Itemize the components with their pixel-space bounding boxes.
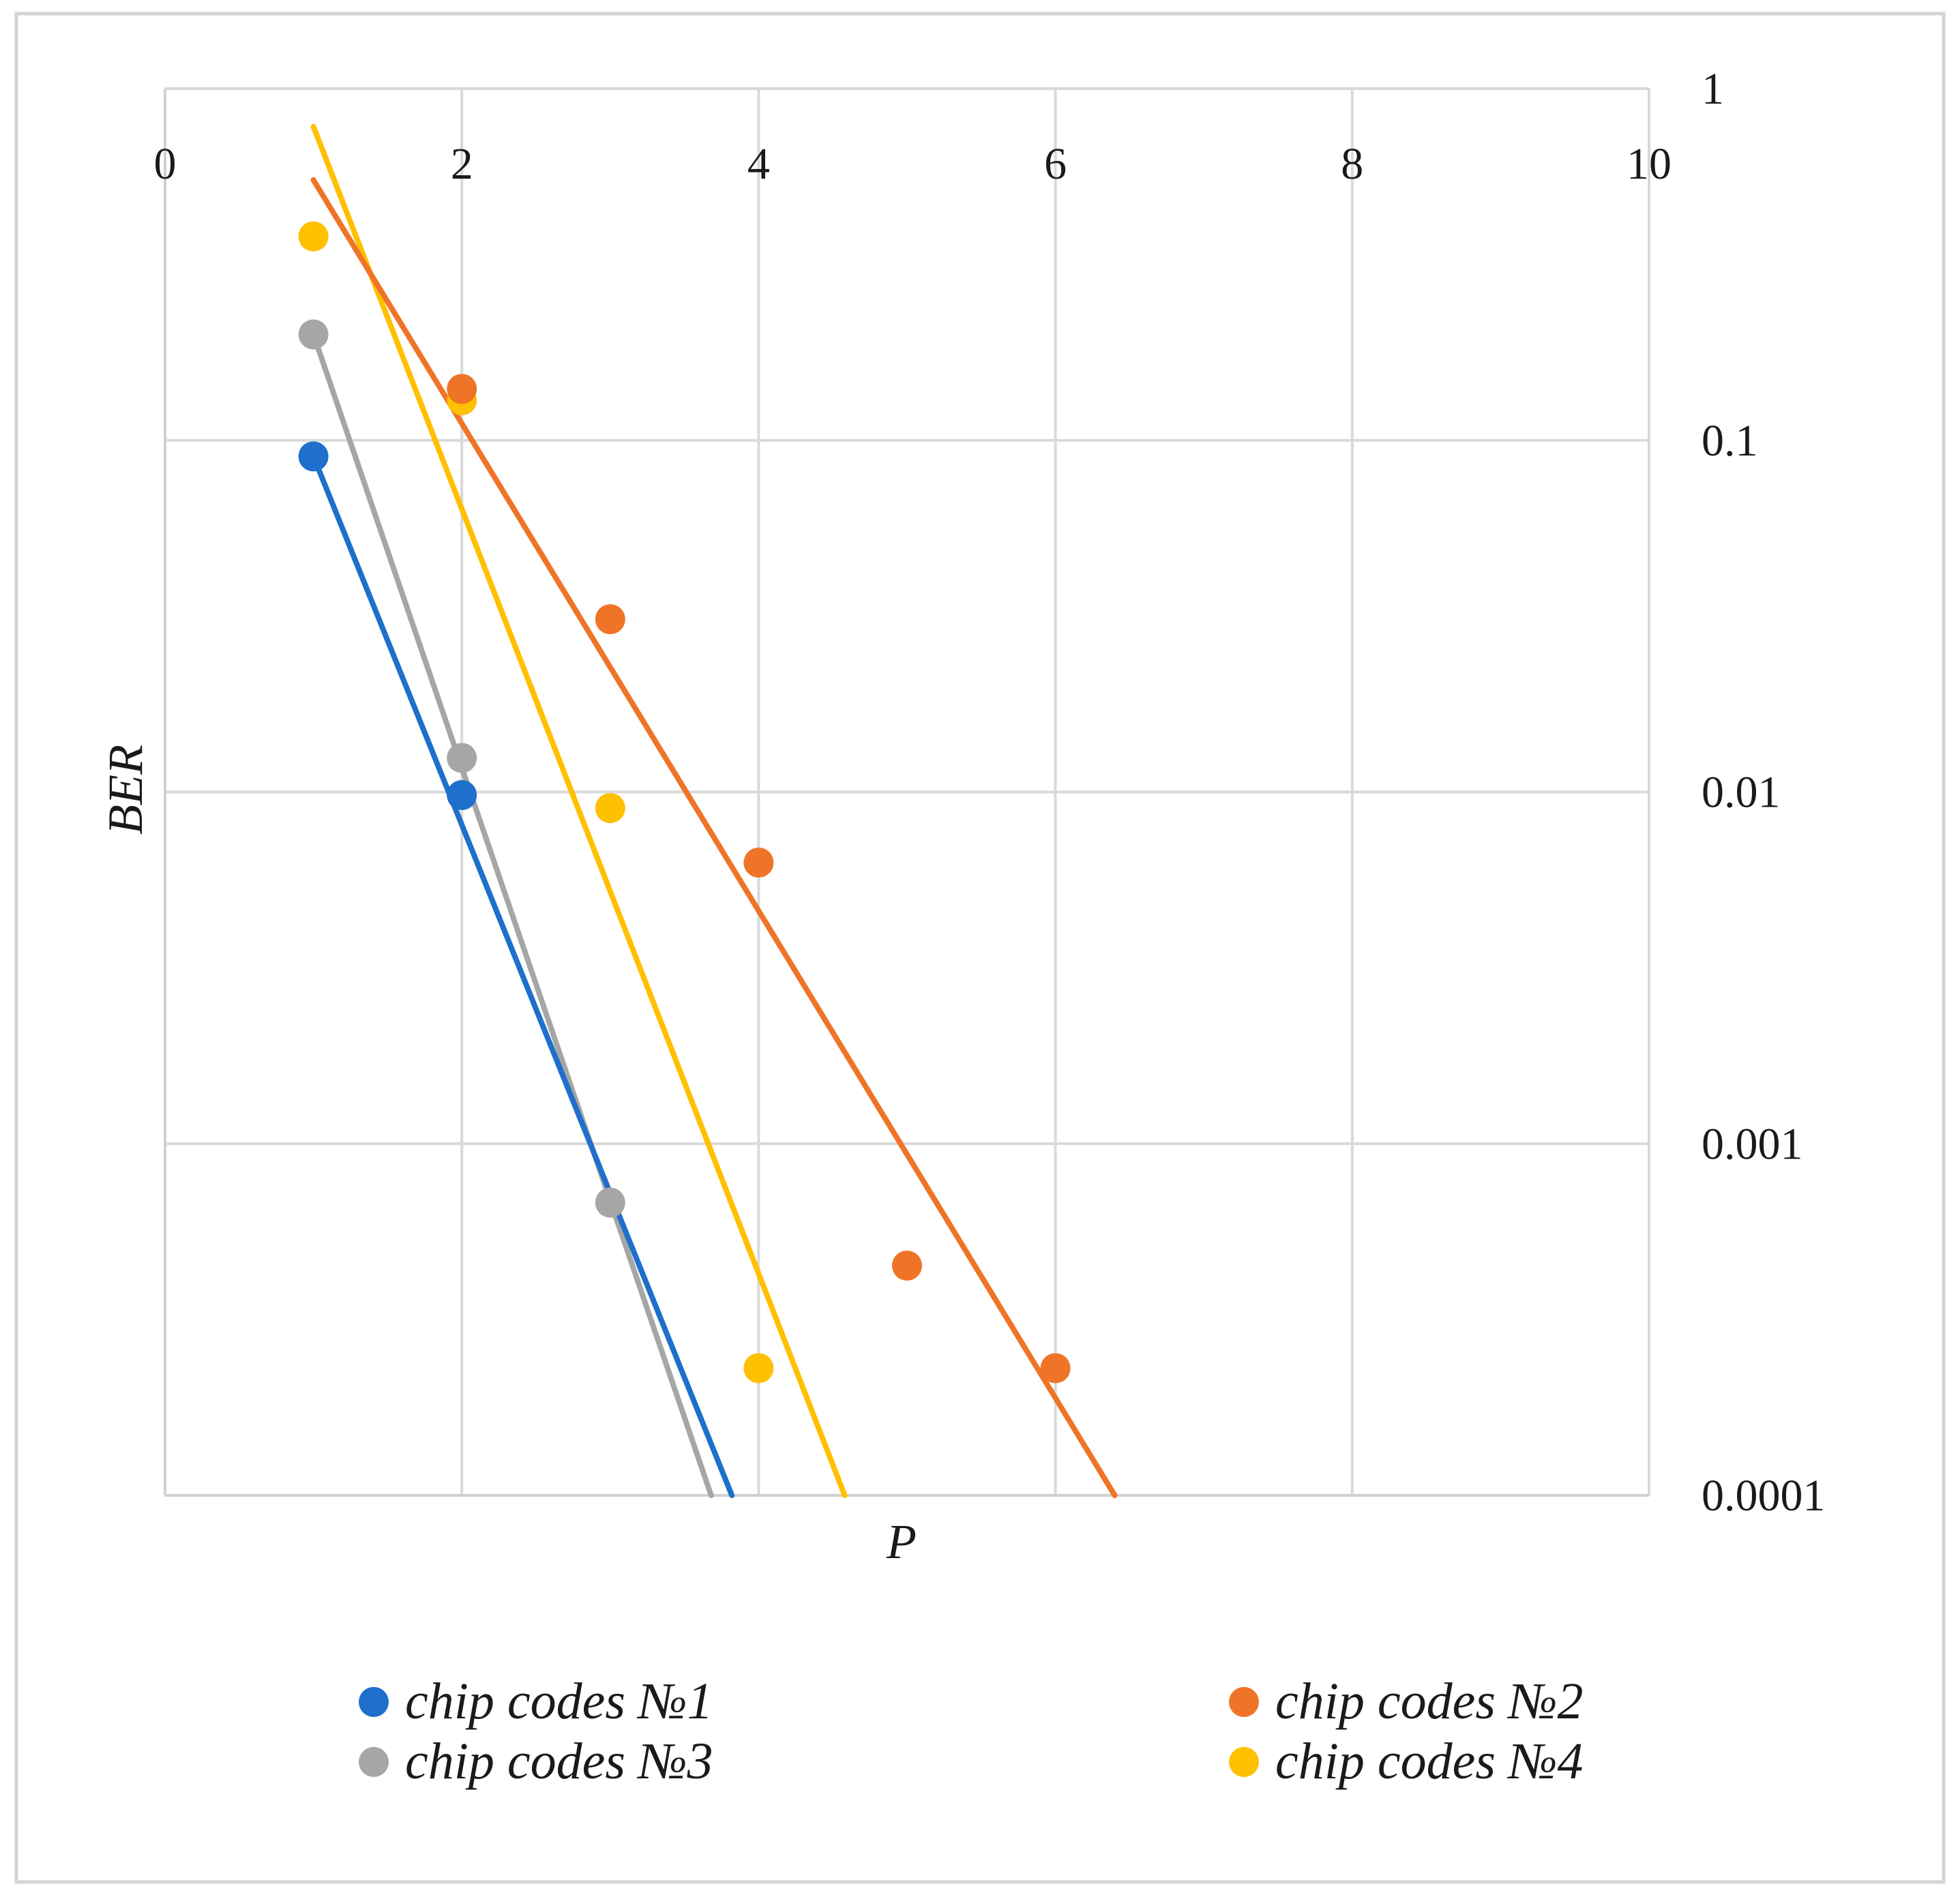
y-axis-title: BER [98, 745, 153, 835]
data-point-series-2 [1040, 1353, 1071, 1384]
data-point-series-3 [447, 743, 477, 773]
y-tick-label: 0.0001 [1702, 1471, 1826, 1521]
legend-marker-2 [1229, 1687, 1259, 1717]
x-axis-title: P [886, 1514, 917, 1569]
data-point-series-2 [447, 374, 477, 404]
chart-frame [14, 12, 1946, 1884]
x-tick-label: 10 [1627, 139, 1672, 189]
data-point-series-4 [595, 793, 625, 824]
data-point-series-2 [892, 1251, 922, 1281]
legend-marker-4 [1229, 1747, 1259, 1777]
legend-label-1: chip codes №1 [405, 1673, 713, 1730]
tick-labels: 0 2 4 6 8 10 1 0.1 0.01 0.001 0.0001 [154, 64, 1826, 1521]
x-tick-label: 8 [1341, 139, 1363, 189]
gridlines [164, 87, 1650, 1497]
y-tick-label: 0.001 [1702, 1119, 1803, 1169]
x-tick-label: 6 [1044, 139, 1067, 189]
legend-label-4: chip codes №4 [1275, 1733, 1584, 1790]
data-point-series-1 [298, 441, 329, 472]
data-point-series-4 [298, 221, 329, 252]
y-tick-label: 0.01 [1702, 768, 1781, 818]
legend: chip codes №1 chip codes №2 chip codes №3 c… [359, 1673, 1584, 1790]
trend-line-1 [310, 453, 735, 1498]
data-point-series-2 [743, 847, 774, 878]
data-point-series-3 [298, 319, 329, 350]
data-points [298, 221, 1071, 1384]
data-point-series-4 [743, 1353, 774, 1384]
y-tick-label: 1 [1702, 64, 1724, 114]
legend-label-2: chip codes №2 [1275, 1673, 1584, 1730]
x-tick-label: 4 [747, 139, 770, 189]
legend-marker-3 [359, 1747, 389, 1777]
x-tick-label: 2 [451, 139, 473, 189]
x-tick-label: 0 [154, 139, 177, 189]
trend-line-3 [310, 331, 714, 1498]
data-point-series-2 [595, 604, 625, 635]
trend-line-4 [310, 123, 848, 1498]
data-point-series-1 [447, 780, 477, 811]
legend-label-3: chip codes №3 [405, 1733, 713, 1790]
data-point-series-3 [595, 1187, 625, 1218]
y-tick-label: 0.1 [1702, 416, 1758, 466]
legend-marker-1 [359, 1687, 389, 1717]
